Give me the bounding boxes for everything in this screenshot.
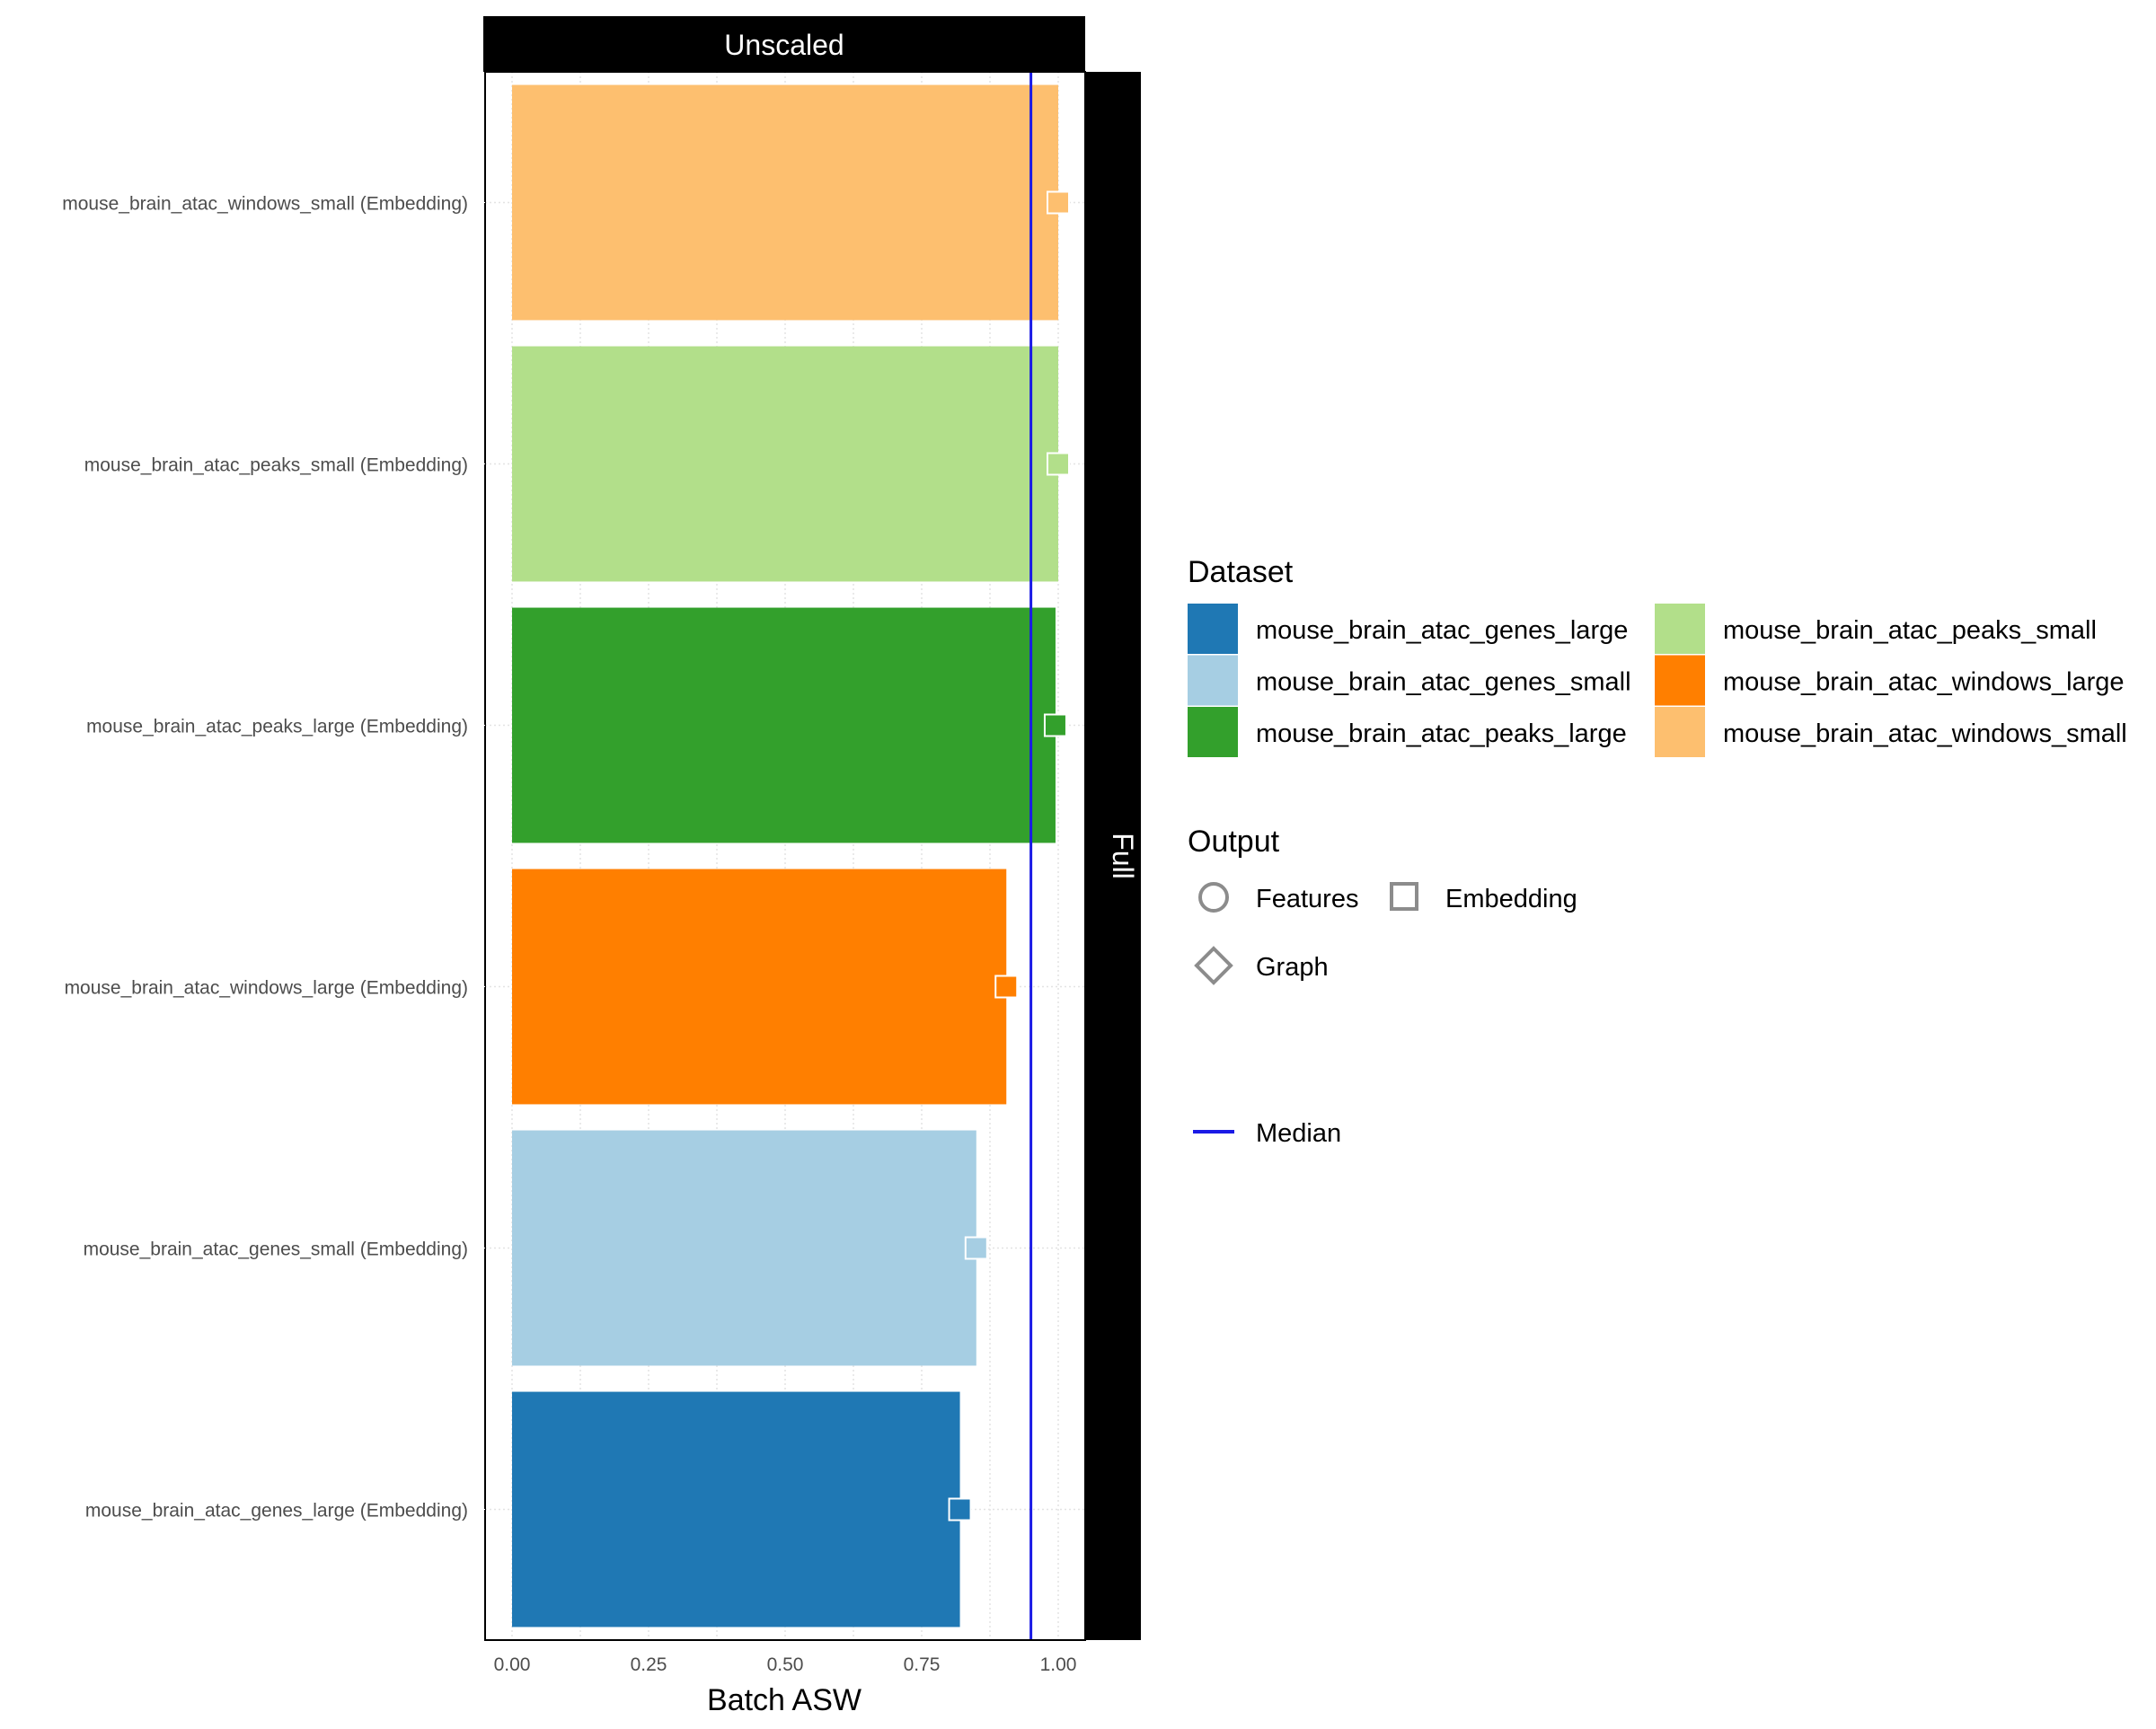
data-point: [1047, 452, 1070, 476]
legend-median-label: Median: [1256, 1119, 1341, 1148]
panel-border: [484, 71, 1086, 1641]
x-tick-label: 0.00: [494, 1654, 531, 1675]
data-point: [1047, 190, 1070, 215]
data-point: [964, 1236, 988, 1260]
bar: [512, 346, 1058, 582]
legend-dataset-label: mouse_brain_atac_peaks_large: [1256, 719, 1627, 748]
legend-dataset-label: mouse_brain_atac_windows_small: [1723, 719, 2127, 748]
facet-right-label: Full: [1107, 833, 1139, 879]
bar: [512, 607, 1056, 843]
diamond-icon: [1194, 946, 1233, 985]
bar: [512, 84, 1058, 321]
y-tick-label: mouse_brain_atac_genes_large (Embedding): [85, 1501, 468, 1522]
y-tick-label: mouse_brain_atac_genes_small (Embedding): [84, 1239, 468, 1260]
plot-panel: [484, 71, 1086, 1641]
x-tick-label: 0.25: [631, 1654, 667, 1675]
square-icon: [1390, 882, 1418, 911]
data-point: [994, 975, 1019, 999]
data-point: [948, 1497, 972, 1522]
legend-dataset-items: mouse_brain_atac_genes_large mouse_brain_…: [1188, 604, 2127, 757]
legend-output-features: Features: [1198, 882, 1358, 913]
facet-strip-top: [483, 16, 1085, 72]
legend-output-embedding: Embedding: [1390, 882, 1577, 913]
legend-dataset-label: mouse_brain_atac_peaks_small: [1723, 616, 2097, 645]
legend-dataset-label: mouse_brain_atac_genes_small: [1256, 668, 1631, 697]
facet-strip-right: [1085, 72, 1141, 1640]
y-tick-label: mouse_brain_atac_peaks_large (Embedding): [86, 717, 468, 737]
legend-output-graph-label: Graph: [1256, 953, 1329, 982]
legend-dataset-key: [1188, 707, 1238, 757]
legend-output-embedding-label: Embedding: [1445, 885, 1577, 913]
legend-output-title: Output: [1188, 825, 1280, 859]
bar: [512, 1391, 960, 1628]
legend-median: Median: [1193, 1119, 1341, 1148]
y-tick-label: mouse_brain_atac_windows_large (Embeddin…: [65, 978, 468, 999]
legend-dataset-key: [1655, 707, 1705, 757]
x-tick-label: 0.50: [767, 1654, 804, 1675]
x-tick-label: 0.75: [904, 1654, 941, 1675]
legend: Dataset mouse_brain_atac_genes_largemous…: [1188, 555, 2127, 1148]
x-tick-label: 1.00: [1040, 1654, 1077, 1675]
x-axis-title: Batch ASW: [707, 1683, 862, 1717]
bar: [512, 869, 1007, 1105]
facet-top-label: Unscaled: [724, 29, 844, 61]
legend-dataset-label: mouse_brain_atac_windows_large: [1723, 668, 2125, 697]
legend-dataset-key: [1188, 655, 1238, 706]
legend-output-features-label: Features: [1256, 885, 1358, 913]
legend-dataset-label: mouse_brain_atac_genes_large: [1256, 616, 1628, 645]
bar: [512, 1130, 976, 1366]
circle-icon: [1198, 882, 1229, 913]
legend-output-graph: Graph: [1194, 946, 1329, 985]
legend-dataset-key: [1655, 604, 1705, 654]
y-tick-label: mouse_brain_atac_windows_small (Embeddin…: [62, 194, 468, 215]
legend-dataset-title: Dataset: [1188, 555, 1294, 589]
legend-dataset-key: [1188, 604, 1238, 654]
data-point: [1043, 713, 1067, 737]
y-tick-label: mouse_brain_atac_peaks_small (Embedding): [84, 455, 468, 476]
legend-dataset-key: [1655, 655, 1705, 706]
